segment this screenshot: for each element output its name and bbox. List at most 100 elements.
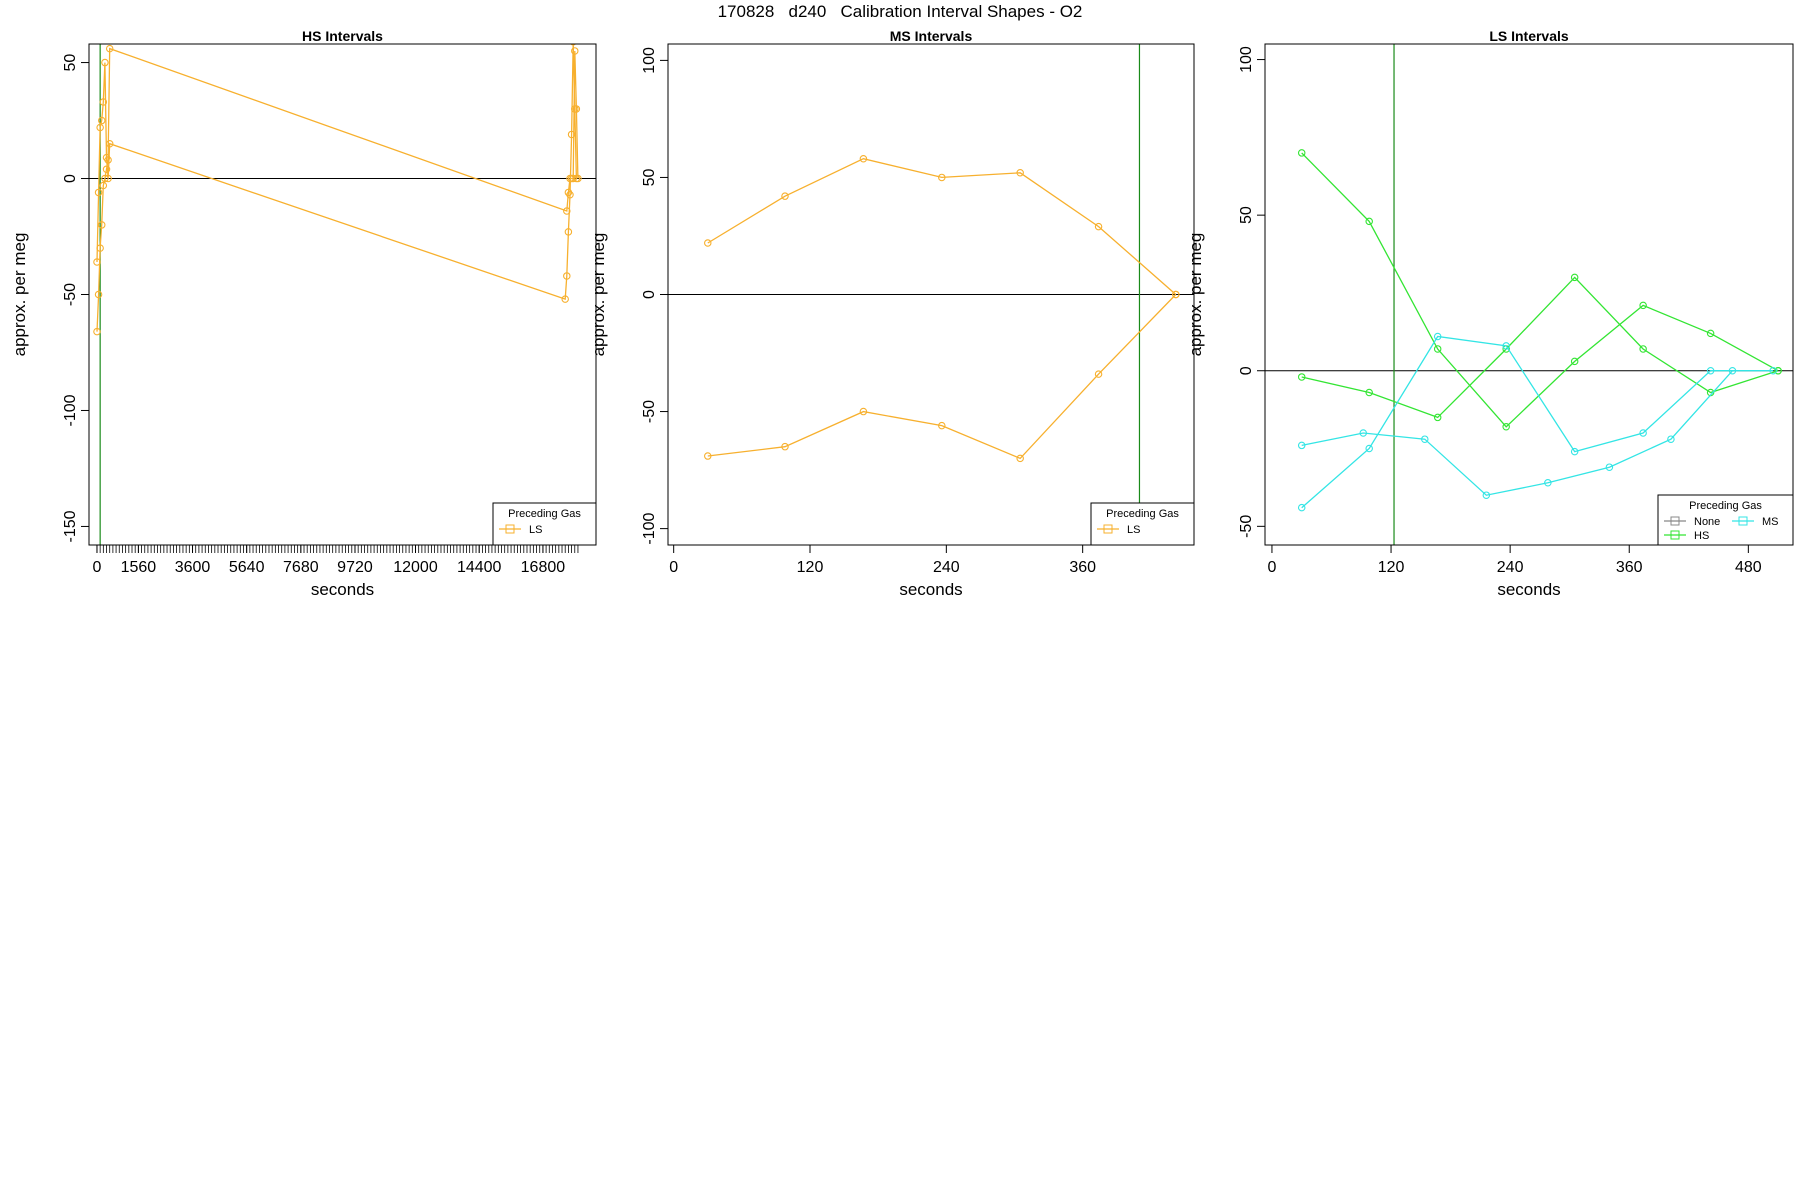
data-point <box>563 207 571 215</box>
x-tick-label: 12000 <box>393 559 438 576</box>
x-axis-label: seconds <box>311 580 374 599</box>
data-point <box>1016 454 1024 463</box>
data-point <box>97 116 106 125</box>
y-tick-label: -50 <box>1238 515 1255 538</box>
x-tick-label: 120 <box>1378 559 1405 576</box>
data-point <box>1639 345 1647 353</box>
data-point <box>938 173 946 182</box>
data-point <box>94 290 103 299</box>
data-point <box>1605 463 1614 471</box>
legend-swatch-marker <box>505 524 515 534</box>
data-point <box>1433 332 1442 341</box>
x-tick-label: 0 <box>669 559 678 576</box>
x-tick-label: 240 <box>1497 559 1524 576</box>
legend-swatch-marker <box>1670 516 1680 526</box>
data-point <box>859 407 868 416</box>
data-point <box>94 188 103 197</box>
data-point <box>102 153 111 162</box>
y-axis-label: approx. per meg <box>1186 233 1205 357</box>
series-line <box>707 294 1177 460</box>
legend-swatch-marker <box>1738 516 1748 526</box>
panel-title: MS Intervals <box>890 28 973 44</box>
data-point <box>1094 222 1103 231</box>
data-point <box>1433 413 1442 422</box>
y-axis-label: approx. per meg <box>589 233 608 357</box>
data-point <box>1706 366 1715 375</box>
panel-2: LS Intervals 0 120 240 360 480 seconds 100 50 0 -5… <box>1186 28 1794 599</box>
data-point <box>1639 301 1647 310</box>
y-axis: 50 0 -50 -100 -150 approx. per meg <box>10 54 90 542</box>
series-line <box>1301 370 1733 496</box>
legend-box <box>1657 494 1794 546</box>
legend-box <box>1090 502 1195 546</box>
data-point <box>1570 357 1579 366</box>
data-point <box>566 191 574 199</box>
series-line <box>1301 152 1779 428</box>
data-point <box>1297 149 1306 157</box>
data-point <box>1094 370 1103 378</box>
data-point <box>1365 388 1373 397</box>
data-point <box>704 239 712 247</box>
data-point <box>781 192 789 200</box>
legend-swatch-marker <box>1103 524 1113 534</box>
data-point <box>104 174 112 183</box>
data-point <box>570 44 577 46</box>
x-axis: 0 120 240 360 480 seconds <box>1267 544 1762 599</box>
data-point <box>1359 429 1368 437</box>
data-point <box>101 58 109 67</box>
data-point <box>1172 290 1180 299</box>
x-tick-label: 240 <box>933 559 960 576</box>
legend: Preceding Gas LS <box>492 502 597 546</box>
legend-title: Preceding Gas <box>1689 500 1762 512</box>
panel-title: HS Intervals <box>302 28 383 44</box>
data-point <box>563 272 571 280</box>
x-tick-label: 3600 <box>175 559 211 576</box>
series-line <box>1301 335 1774 509</box>
data-point <box>704 452 712 460</box>
x-axis-label: seconds <box>899 580 962 599</box>
panel-1: MS Intervals 0 120 240 360 seconds 100 50 0 -50 -1… <box>589 28 1195 599</box>
y-axis-label: approx. per meg <box>10 233 29 357</box>
data-point <box>572 174 581 183</box>
data-point <box>1667 435 1675 443</box>
legend-entry-label: LS <box>529 524 542 536</box>
data-point <box>561 295 569 303</box>
x-tick-label: 120 <box>797 559 824 576</box>
x-tick-label: 360 <box>1069 559 1096 576</box>
x-axis: 0 1560 3600 5640 7680 9720 12000 14400 16800 seco… <box>93 544 579 599</box>
x-tick-label: 5640 <box>229 559 265 576</box>
data-point <box>571 105 579 113</box>
legend-box <box>492 502 597 546</box>
y-tick-label: 0 <box>1238 366 1255 375</box>
legend: Preceding Gas None MS HS <box>1657 494 1794 546</box>
x-tick-label: 16800 <box>521 559 566 576</box>
y-tick-label: 0 <box>641 290 658 299</box>
series-line <box>1301 276 1779 419</box>
x-tick-label: 7680 <box>283 559 319 576</box>
legend-entry-label: MS <box>1762 516 1779 528</box>
y-tick-label: 100 <box>1238 46 1255 73</box>
data-point <box>1706 329 1715 338</box>
data-point <box>1365 444 1373 453</box>
data-point <box>1297 441 1306 450</box>
data-point <box>105 139 114 148</box>
data-point <box>96 123 104 132</box>
data-point <box>1297 503 1306 512</box>
y-tick-label: -100 <box>641 513 658 545</box>
x-tick-label: 360 <box>1616 559 1643 576</box>
x-tick-label: 480 <box>1735 559 1762 576</box>
y-tick-label: -100 <box>62 394 79 426</box>
y-axis: 100 50 0 -50 -100 approx. per meg <box>589 47 669 545</box>
data-point <box>1639 429 1647 437</box>
x-tick-label: 9720 <box>337 559 373 576</box>
data-point <box>1502 342 1510 350</box>
legend: Preceding Gas LS <box>1090 502 1195 546</box>
data-point <box>97 221 106 229</box>
data-point <box>1570 447 1579 456</box>
series-line <box>707 158 1177 295</box>
data-point <box>1421 435 1429 443</box>
data-point <box>1774 366 1782 375</box>
data-point <box>1502 423 1510 431</box>
data-point <box>567 130 576 139</box>
y-tick-label: 50 <box>1238 206 1255 224</box>
